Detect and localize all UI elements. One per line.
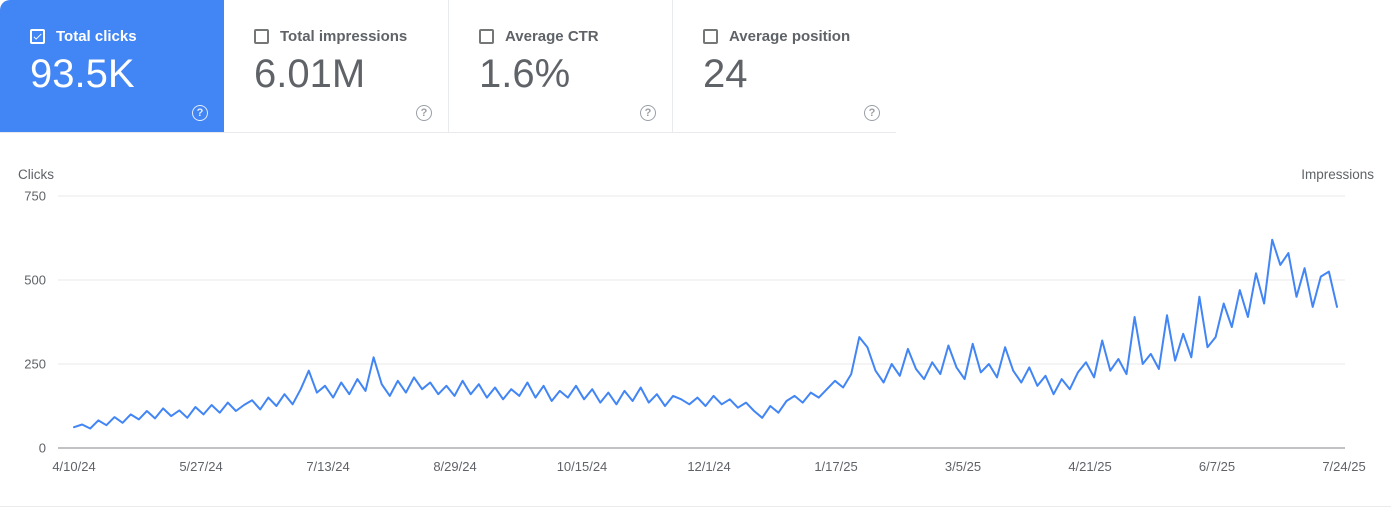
x-tick-label: 1/17/25 (814, 459, 857, 474)
metric-value: 24 (703, 52, 748, 96)
metric-label: Total clicks (56, 28, 137, 45)
metric-card-average-position[interactable]: Average position 24 ? (672, 0, 896, 132)
average-position-checkbox[interactable] (703, 29, 718, 44)
help-icon[interactable]: ? (864, 105, 880, 121)
metric-card-header: Average position (703, 28, 896, 45)
x-tick-label: 3/5/25 (945, 459, 981, 474)
clicks-axis-label: Clicks (18, 167, 54, 182)
metric-card-total-impressions[interactable]: Total impressions 6.01M ? (224, 0, 448, 132)
metrics-row: Total clicks 93.5K ? Total impressions 6… (0, 0, 896, 133)
metric-card-total-clicks[interactable]: Total clicks 93.5K ? (0, 0, 224, 132)
performance-chart[interactable]: 750 500 250 0 4/10/24 5/27/24 7/13/24 8/29/24 10… (0, 160, 1391, 507)
help-icon[interactable]: ? (416, 105, 432, 121)
x-tick-label: 7/13/24 (306, 459, 349, 474)
clicks-line-series (73, 238, 1338, 430)
metric-card-header: Total impressions (254, 28, 448, 45)
x-tick-label: 7/24/25 (1322, 459, 1365, 474)
average-ctr-checkbox[interactable] (479, 29, 494, 44)
metric-card-header: Total clicks (30, 28, 224, 45)
metric-value: 93.5K (30, 52, 135, 96)
y-tick-label: 750 (24, 189, 46, 204)
impressions-axis-label: Impressions (1301, 167, 1374, 182)
metric-value: 1.6% (479, 52, 571, 96)
metric-card-header: Average CTR (479, 28, 672, 45)
metric-label: Total impressions (280, 28, 408, 45)
y-tick-label: 0 (39, 441, 46, 456)
metric-label: Average CTR (505, 28, 599, 45)
help-icon[interactable]: ? (640, 105, 656, 121)
x-tick-label: 12/1/24 (687, 459, 730, 474)
metric-card-average-ctr[interactable]: Average CTR 1.6% ? (448, 0, 672, 132)
x-tick-label: 8/29/24 (433, 459, 476, 474)
x-tick-label: 4/21/25 (1068, 459, 1111, 474)
y-tick-label: 500 (24, 273, 46, 288)
y-tick-label: 250 (24, 357, 46, 372)
checkmark-icon (33, 33, 42, 40)
metric-label: Average position (729, 28, 851, 45)
x-tick-label: 4/10/24 (52, 459, 95, 474)
total-impressions-checkbox[interactable] (254, 29, 269, 44)
total-clicks-checkbox[interactable] (30, 29, 45, 44)
x-tick-label: 5/27/24 (179, 459, 222, 474)
help-icon[interactable]: ? (192, 105, 208, 121)
x-tick-label: 6/7/25 (1199, 459, 1235, 474)
x-tick-label: 10/15/24 (557, 459, 608, 474)
metric-value: 6.01M (254, 52, 366, 96)
